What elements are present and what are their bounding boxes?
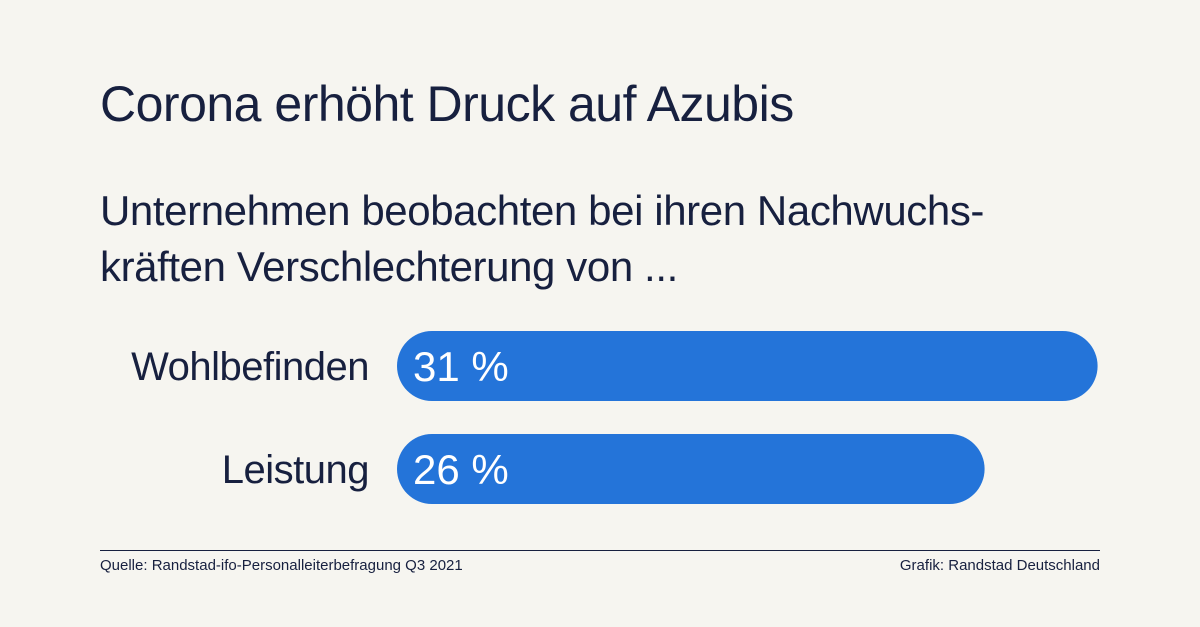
graphic-credit: Grafik: Randstad Deutschland <box>899 557 1100 574</box>
chart-subtitle: Unternehmen beobachten bei ihren Nachwuc… <box>100 183 1110 295</box>
subtitle-line-1: Unternehmen beobachten bei ihren Nachwuc… <box>100 187 985 234</box>
bar-0 <box>397 331 1098 401</box>
source-note: Quelle: Randstad-ifo-Personalleiterbefra… <box>100 557 463 574</box>
category-label-1: Leistung <box>222 448 369 492</box>
subtitle-line-2: kräften Verschlechterung von ... <box>100 243 678 290</box>
bar-1 <box>397 434 985 504</box>
category-label-0: Wohlbefinden <box>131 345 369 389</box>
value-label-0: 31 % <box>413 343 509 390</box>
chart-title: Corona erhöht Druck auf Azubis <box>100 76 794 132</box>
value-label-1: 26 % <box>413 446 509 493</box>
footer-divider <box>100 550 1100 551</box>
